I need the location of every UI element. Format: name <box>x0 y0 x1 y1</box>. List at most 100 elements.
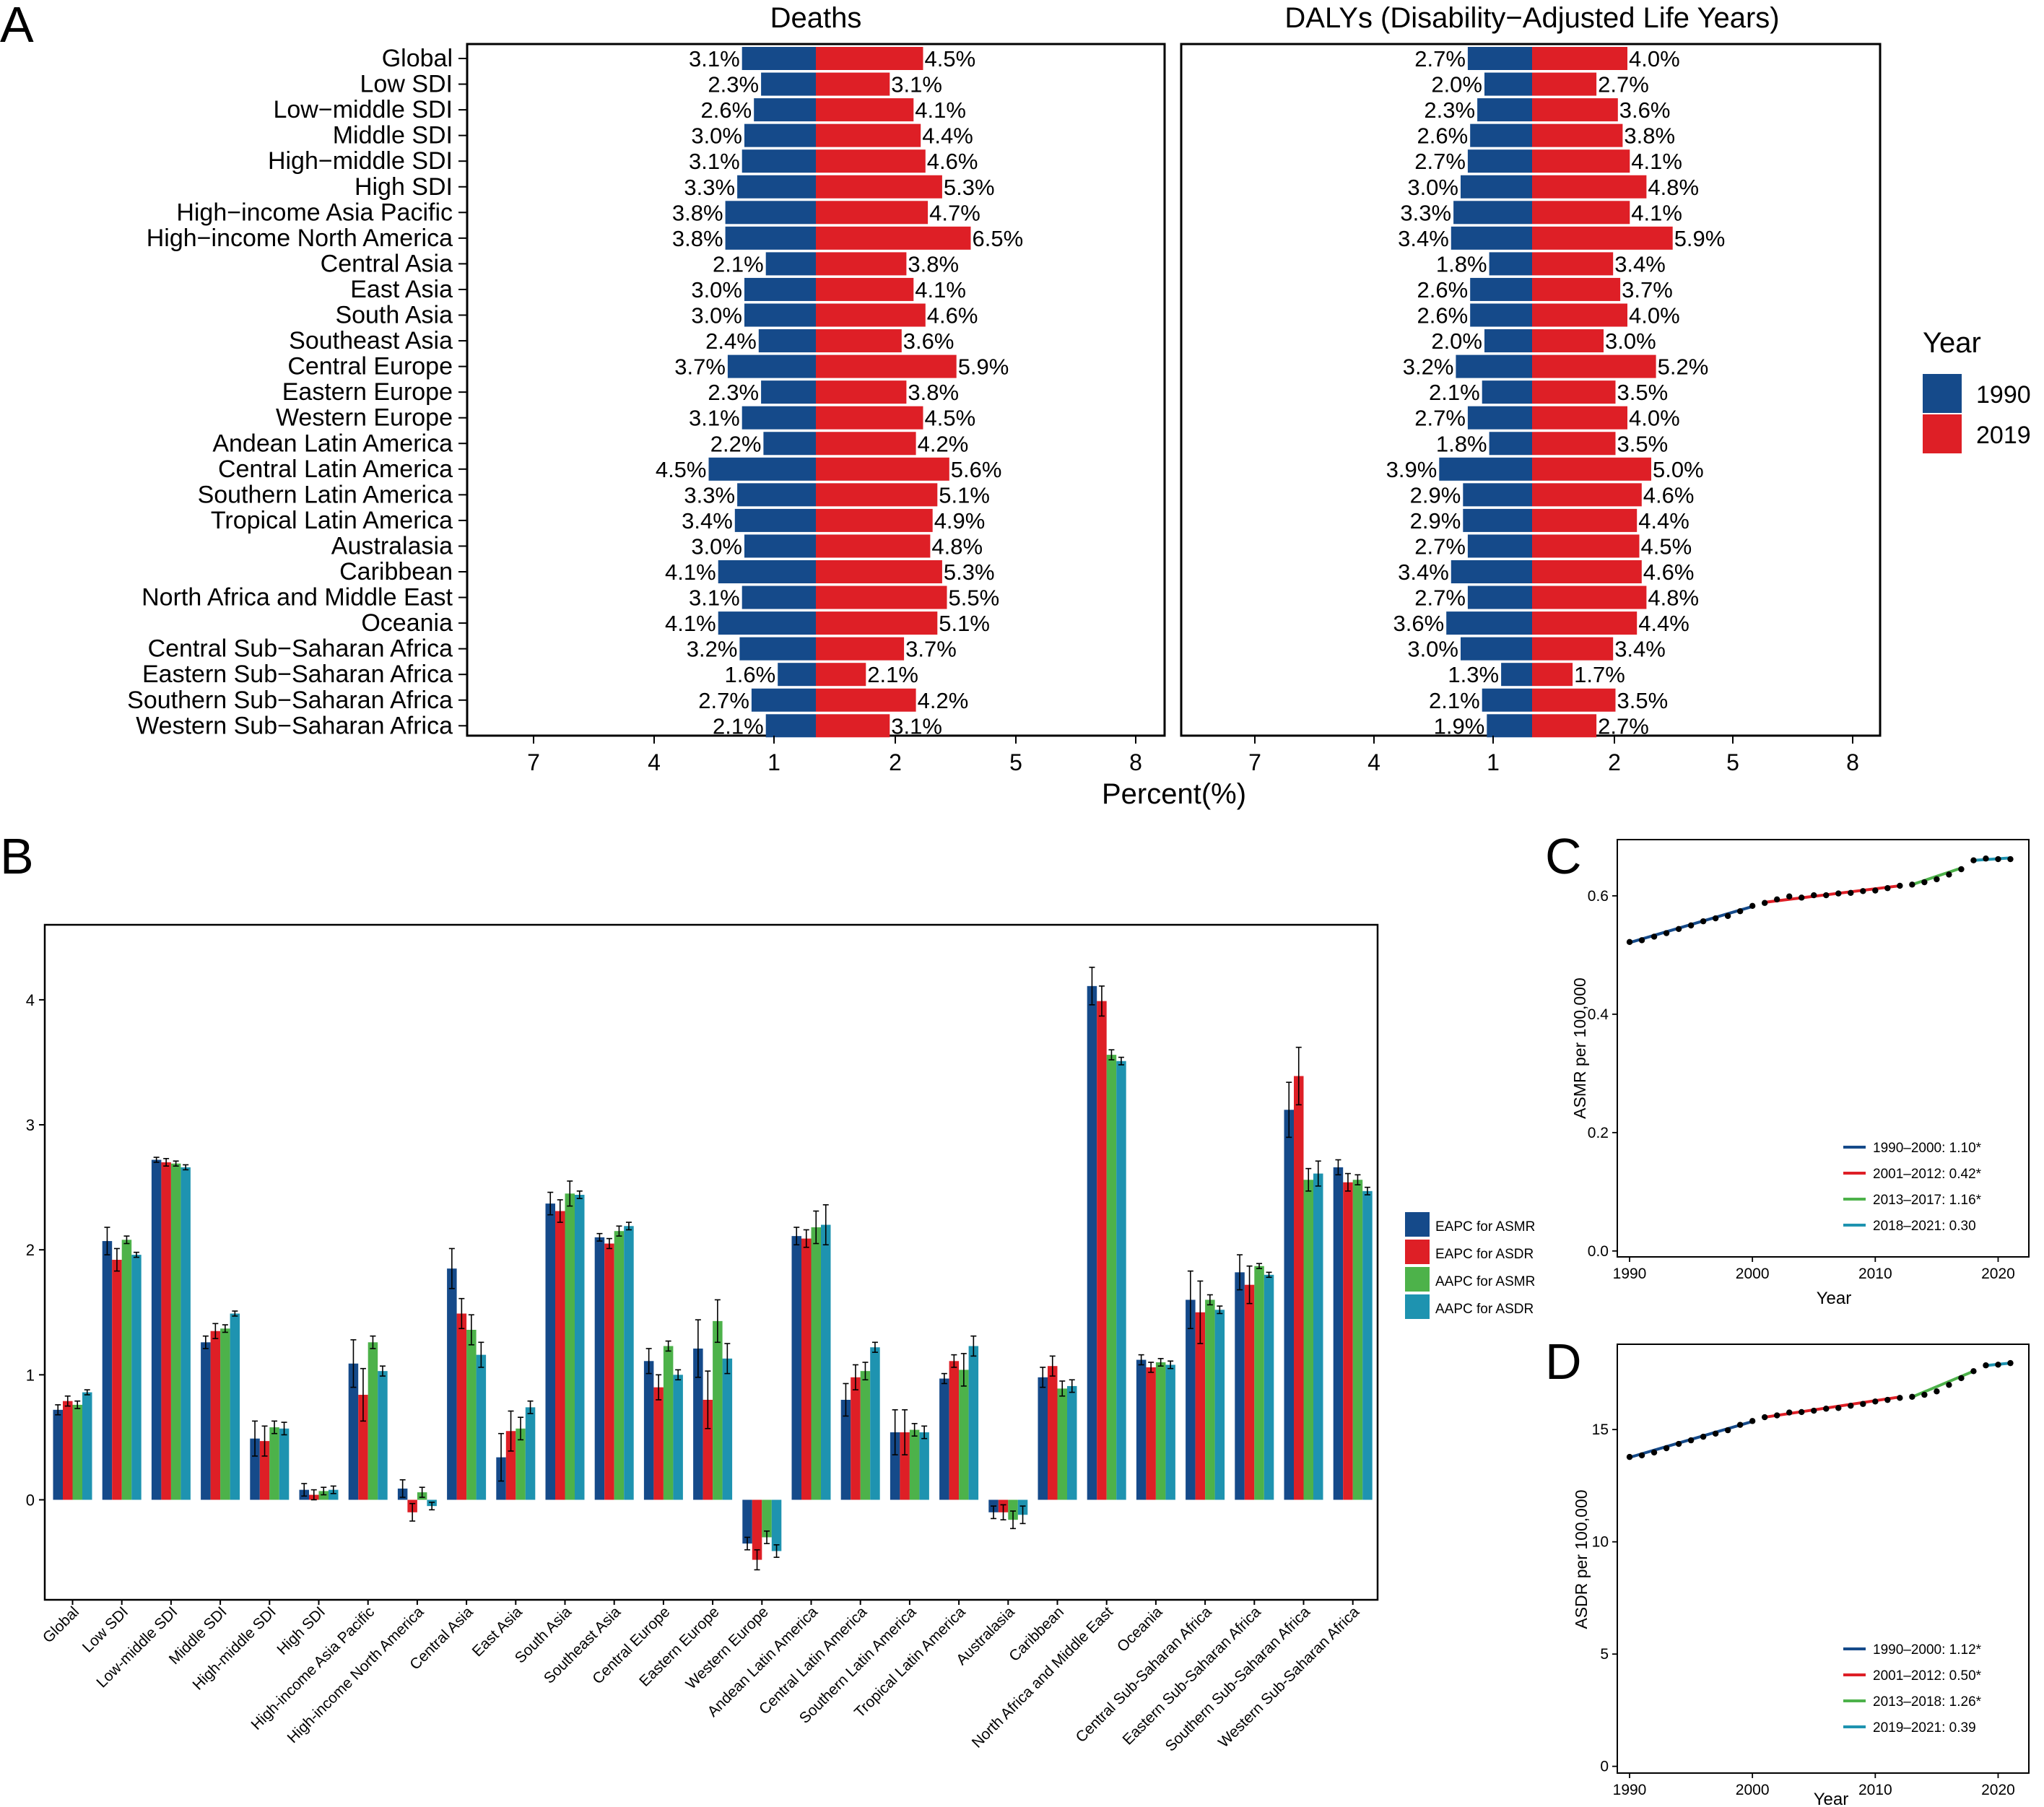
data-point <box>1675 926 1682 932</box>
dalys-bar-2019-east-asia <box>1532 277 1621 301</box>
deaths-bar-1990-global <box>742 47 816 70</box>
dalys-label-1990: 2.9% <box>1410 482 1461 508</box>
deaths-bar-2019-central-asia <box>816 252 907 276</box>
bar-eapc-for-asdr-global <box>63 1401 73 1500</box>
deaths-bar-2019-north-africa-and-middle-east <box>816 585 947 609</box>
bar-eapc-for-asdr-caribbean <box>1048 1366 1058 1500</box>
deaths-label-2019: 5.1% <box>939 482 990 508</box>
legend-swatch-aapc-asdr <box>1405 1294 1430 1319</box>
deaths-label-1990: 2.4% <box>705 328 757 354</box>
deaths-label-2019: 2.1% <box>867 662 918 687</box>
bar-eapc-for-asmr-eastern-sub-saharan-africa <box>1235 1272 1245 1500</box>
bar-eapc-for-asmr-central-sub-saharan-africa <box>1186 1299 1196 1500</box>
data-point <box>1934 1388 1940 1395</box>
region-label-east-asia: East Asia <box>350 276 453 303</box>
deaths-label-1990: 3.2% <box>687 637 738 662</box>
deaths-bar-2019-western-sub-saharan-africa <box>816 714 890 738</box>
deaths-label-1990: 3.3% <box>684 482 735 508</box>
deaths-label-1990: 3.1% <box>689 406 740 431</box>
category-label-western-europe: Western Europe <box>683 1603 772 1692</box>
data-point <box>1773 1412 1780 1419</box>
data-point <box>1761 1414 1768 1421</box>
deaths-label-2019: 6.5% <box>973 226 1024 251</box>
dalys-bar-1990-global <box>1467 47 1532 70</box>
deaths-label-1990: 3.0% <box>691 123 742 149</box>
data-point <box>1995 855 2001 863</box>
deaths-label-1990: 3.0% <box>691 277 742 302</box>
dalys-label-1990: 2.6% <box>1417 123 1469 149</box>
deaths-x-tick-label: 1 <box>767 749 780 775</box>
dalys-label-1990: 2.6% <box>1417 303 1469 328</box>
bar-aapc-for-asmr-southern-sub-saharan-africa <box>1303 1180 1313 1500</box>
bar-eapc-for-asmr-caribbean <box>1038 1377 1048 1500</box>
deaths-bar-2019-south-asia <box>816 303 926 327</box>
deaths-label-2019: 3.6% <box>903 328 954 354</box>
bar-aapc-for-asdr-low-middle-sdi <box>181 1167 191 1500</box>
dalys-label-2019: 5.9% <box>1674 226 1726 251</box>
deaths-bar-1990-western-sub-saharan-africa <box>765 714 816 738</box>
dalys-x-tick-label: 2 <box>1608 749 1621 775</box>
bar-eapc-for-asmr-southeast-asia <box>594 1237 605 1500</box>
bar-aapc-for-asmr-andean-latin-america <box>811 1227 821 1500</box>
deaths-label-2019: 3.1% <box>891 713 942 739</box>
data-point <box>1921 879 1928 886</box>
panelC-y-tick-label: 0.2 <box>1588 1125 1609 1141</box>
deaths-label-2019: 5.3% <box>944 175 995 200</box>
dalys-label-1990: 3.3% <box>1400 200 1451 225</box>
deaths-x-tick-label: 2 <box>889 749 902 775</box>
deaths-bar-2019-central-sub-saharan-africa <box>816 637 905 661</box>
dalys-label-1990: 3.6% <box>1393 611 1445 636</box>
legend-swatch-1990 <box>1923 374 1962 413</box>
bar-eapc-for-asdr-eastern-europe <box>703 1399 713 1500</box>
legend-label-segment-1: 1990–2000: 1.12* <box>1873 1642 1982 1658</box>
legend-label-aapc-asdr: AAPC for ASDR <box>1435 1302 1534 1317</box>
deaths-bar-1990-high-middle-sdi <box>742 149 816 173</box>
legend-swatch-eapc-asmr <box>1405 1212 1430 1237</box>
region-label-high-sdi: High SDI <box>355 173 453 201</box>
deaths-label-2019: 3.8% <box>908 251 959 277</box>
data-point <box>1921 1391 1928 1398</box>
panel-b-y-tick-label: 4 <box>26 991 35 1009</box>
dalys-label-2019: 4.5% <box>1641 534 1692 559</box>
dalys-bar-1990-middle-sdi <box>1470 123 1532 147</box>
dalys-bar-1990-central-sub-saharan-africa <box>1461 637 1532 661</box>
legend-label-eapc-asmr: EAPC for ASMR <box>1435 1219 1535 1235</box>
bar-eapc-for-asmr-western-sub-saharan-africa <box>1333 1167 1344 1500</box>
dalys-label-1990: 1.8% <box>1436 251 1487 277</box>
bar-eapc-for-asdr-middle-sdi <box>210 1331 221 1500</box>
panelD-x-tick-label: 2000 <box>1736 1782 1770 1798</box>
deaths-bar-1990-north-africa-and-middle-east <box>742 585 816 609</box>
dalys-label-2019: 4.1% <box>1631 200 1682 225</box>
bar-aapc-for-asdr-north-africa-and-middle-east <box>1116 1061 1126 1500</box>
region-label-low-middle-sdi: Low−middle SDI <box>273 96 453 123</box>
data-point <box>1663 930 1670 936</box>
deaths-label-1990: 3.1% <box>689 149 740 174</box>
legend-label-segment-3: 2013–2017: 1.16* <box>1873 1193 1982 1208</box>
dalys-bar-1990-southern-latin-america <box>1463 483 1532 507</box>
deaths-bar-1990-tropical-latin-america <box>734 508 816 532</box>
dalys-label-2019: 2.7% <box>1598 72 1649 97</box>
deaths-label-1990: 2.1% <box>713 251 764 277</box>
dalys-label-2019: 3.5% <box>1617 380 1669 405</box>
region-label-central-latin-america: Central Latin America <box>218 456 453 483</box>
region-label-southern-sub-saharan-africa: Southern Sub−Saharan Africa <box>127 687 453 714</box>
bar-eapc-for-asdr-south-asia <box>555 1211 565 1500</box>
dalys-bar-1990-southern-sub-saharan-africa <box>1482 688 1532 712</box>
legend-label-segment-2: 2001–2012: 0.50* <box>1873 1668 1982 1684</box>
data-point <box>1626 1453 1633 1460</box>
panelC-y-tick-label: 0.6 <box>1588 888 1609 905</box>
dalys-label-1990: 2.3% <box>1424 97 1475 123</box>
deaths-bar-1990-south-asia <box>744 303 816 327</box>
dalys-bar-2019-north-africa-and-middle-east <box>1532 585 1647 609</box>
data-point <box>1663 1445 1670 1452</box>
dalys-label-2019: 1.7% <box>1574 662 1625 687</box>
dalys-bar-1990-eastern-sub-saharan-africa <box>1501 663 1532 687</box>
deaths-bar-1990-central-europe <box>727 354 816 378</box>
dalys-label-2019: 5.0% <box>1653 457 1704 482</box>
dalys-label-1990: 2.9% <box>1410 508 1461 534</box>
region-label-high-income-asia-pacific: High−income Asia Pacific <box>176 199 453 226</box>
deaths-bar-2019-tropical-latin-america <box>816 508 933 532</box>
bar-eapc-for-asdr-western-europe <box>752 1499 762 1560</box>
panel-b-eapc-aapc: EAPC for ASMR EAPC for ASDR AAPC for ASM… <box>26 923 1535 1755</box>
bar-aapc-for-asmr-low-middle-sdi <box>170 1163 181 1500</box>
